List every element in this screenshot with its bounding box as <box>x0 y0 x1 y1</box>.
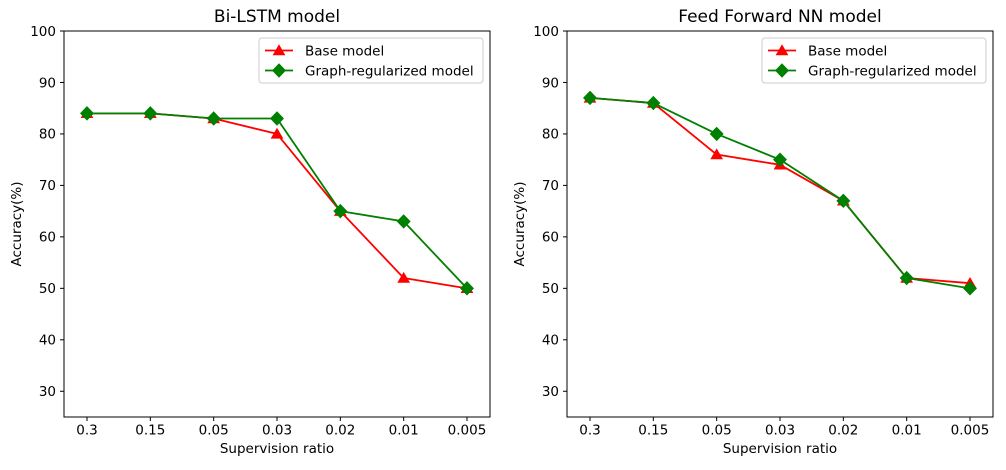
y-axis-ticks: 30 40 50 60 70 80 90 100 <box>30 24 64 400</box>
x-tick-label: 0.005 <box>448 423 487 439</box>
data-point-marker <box>80 106 94 121</box>
data-point-marker <box>460 281 474 296</box>
axes-frame <box>63 30 491 418</box>
data-point-marker <box>583 90 597 106</box>
y-tick-label: 90 <box>39 75 56 91</box>
y-tick-label: 60 <box>542 230 559 246</box>
data-point-marker <box>333 203 348 219</box>
x-axis-label-bilstm: Supervision ratio <box>219 441 335 457</box>
y-tick-label: 40 <box>39 333 56 349</box>
x-axis-label-ffnn: Supervision ratio <box>722 441 838 457</box>
x-tick-label: 0.02 <box>828 423 858 439</box>
y-tick-label: 100 <box>533 24 559 40</box>
data-point-marker <box>963 281 977 296</box>
x-tick-label: 0.03 <box>262 423 292 439</box>
data-point-marker <box>899 270 914 286</box>
legend-sample-marker <box>775 44 789 56</box>
x-tick-label: 0.15 <box>135 423 165 439</box>
series-graph-regularized-model <box>80 106 474 296</box>
legend-label: Base model <box>808 43 887 59</box>
x-tick-label: 0.05 <box>199 423 229 439</box>
legend-box <box>761 37 987 84</box>
y-tick-label: 80 <box>39 127 56 143</box>
legend-label: Graph-regularized model <box>305 63 474 79</box>
data-point-marker <box>836 193 851 209</box>
data-point-marker <box>143 106 158 121</box>
series-line <box>589 97 971 285</box>
data-point-marker <box>710 148 724 160</box>
y-axis-ticks: 30 40 50 60 70 80 90 100 <box>533 24 567 400</box>
bilstm-chart-canvas: 30 40 50 60 70 80 90 100 0.3 0.15 0.05 0.03 0.02 0.01… <box>30 24 491 439</box>
y-axis-label-bilstm: Accuracy(%) <box>9 181 25 267</box>
legend-label: Graph-regularized model <box>808 63 977 79</box>
data-point-marker <box>206 111 221 126</box>
y-tick-label: 60 <box>39 230 56 246</box>
x-tick-label: 0.3 <box>579 423 600 439</box>
legend: Base model Graph-regularized model <box>761 37 987 84</box>
x-tick-label: 0.01 <box>389 423 419 439</box>
series-line <box>87 112 468 289</box>
data-point-marker <box>773 152 787 167</box>
series-base-model <box>80 107 474 294</box>
chart-title-bilstm: Bi-LSTM model <box>213 7 341 27</box>
y-tick-label: 30 <box>542 384 559 400</box>
series-graph-regularized-model <box>583 90 977 296</box>
y-tick-label: 70 <box>39 178 56 194</box>
data-point-marker <box>270 127 284 139</box>
x-tick-label: 0.005 <box>951 423 990 439</box>
legend-sample-marker <box>272 44 286 56</box>
legend-label: Base model <box>305 43 384 59</box>
y-tick-label: 70 <box>542 178 559 194</box>
y-tick-label: 30 <box>39 384 56 400</box>
series-line <box>589 97 971 290</box>
y-tick-label: 50 <box>39 281 56 297</box>
axes-frame <box>566 30 994 418</box>
x-axis-ticks: 0.3 0.15 0.05 0.03 0.02 0.01 0.005 <box>76 417 486 439</box>
series-base-model <box>583 91 977 288</box>
legend: Base model Graph-regularized model <box>258 37 484 84</box>
y-tick-label: 40 <box>542 333 559 349</box>
series-line <box>87 112 468 290</box>
y-tick-label: 50 <box>542 281 559 297</box>
data-point-marker <box>646 95 661 111</box>
data-point-marker <box>397 271 411 283</box>
x-tick-label: 0.3 <box>76 423 97 439</box>
legend-sample-marker <box>272 63 286 78</box>
x-tick-label: 0.02 <box>325 423 355 439</box>
legend-box <box>258 37 484 84</box>
y-tick-label: 100 <box>30 24 56 40</box>
x-axis-ticks: 0.3 0.15 0.05 0.03 0.02 0.01 0.005 <box>579 417 989 439</box>
x-tick-label: 0.05 <box>702 423 732 439</box>
legend-sample-marker <box>775 63 789 78</box>
data-point-marker <box>396 214 411 229</box>
y-tick-label: 90 <box>542 75 559 91</box>
chart-title-ffnn: Feed Forward NN model <box>678 7 882 27</box>
y-axis-label-ffnn: Accuracy(%) <box>512 181 528 267</box>
x-tick-label: 0.03 <box>765 423 795 439</box>
data-point-marker <box>709 126 724 142</box>
x-tick-label: 0.01 <box>892 423 922 439</box>
y-tick-label: 80 <box>542 127 559 143</box>
data-point-marker <box>270 111 284 126</box>
ffnn-chart-canvas: 30 40 50 60 70 80 90 100 0.3 0.15 0.05 0.03 0.02 0.01… <box>533 24 994 439</box>
x-tick-label: 0.15 <box>638 423 668 439</box>
